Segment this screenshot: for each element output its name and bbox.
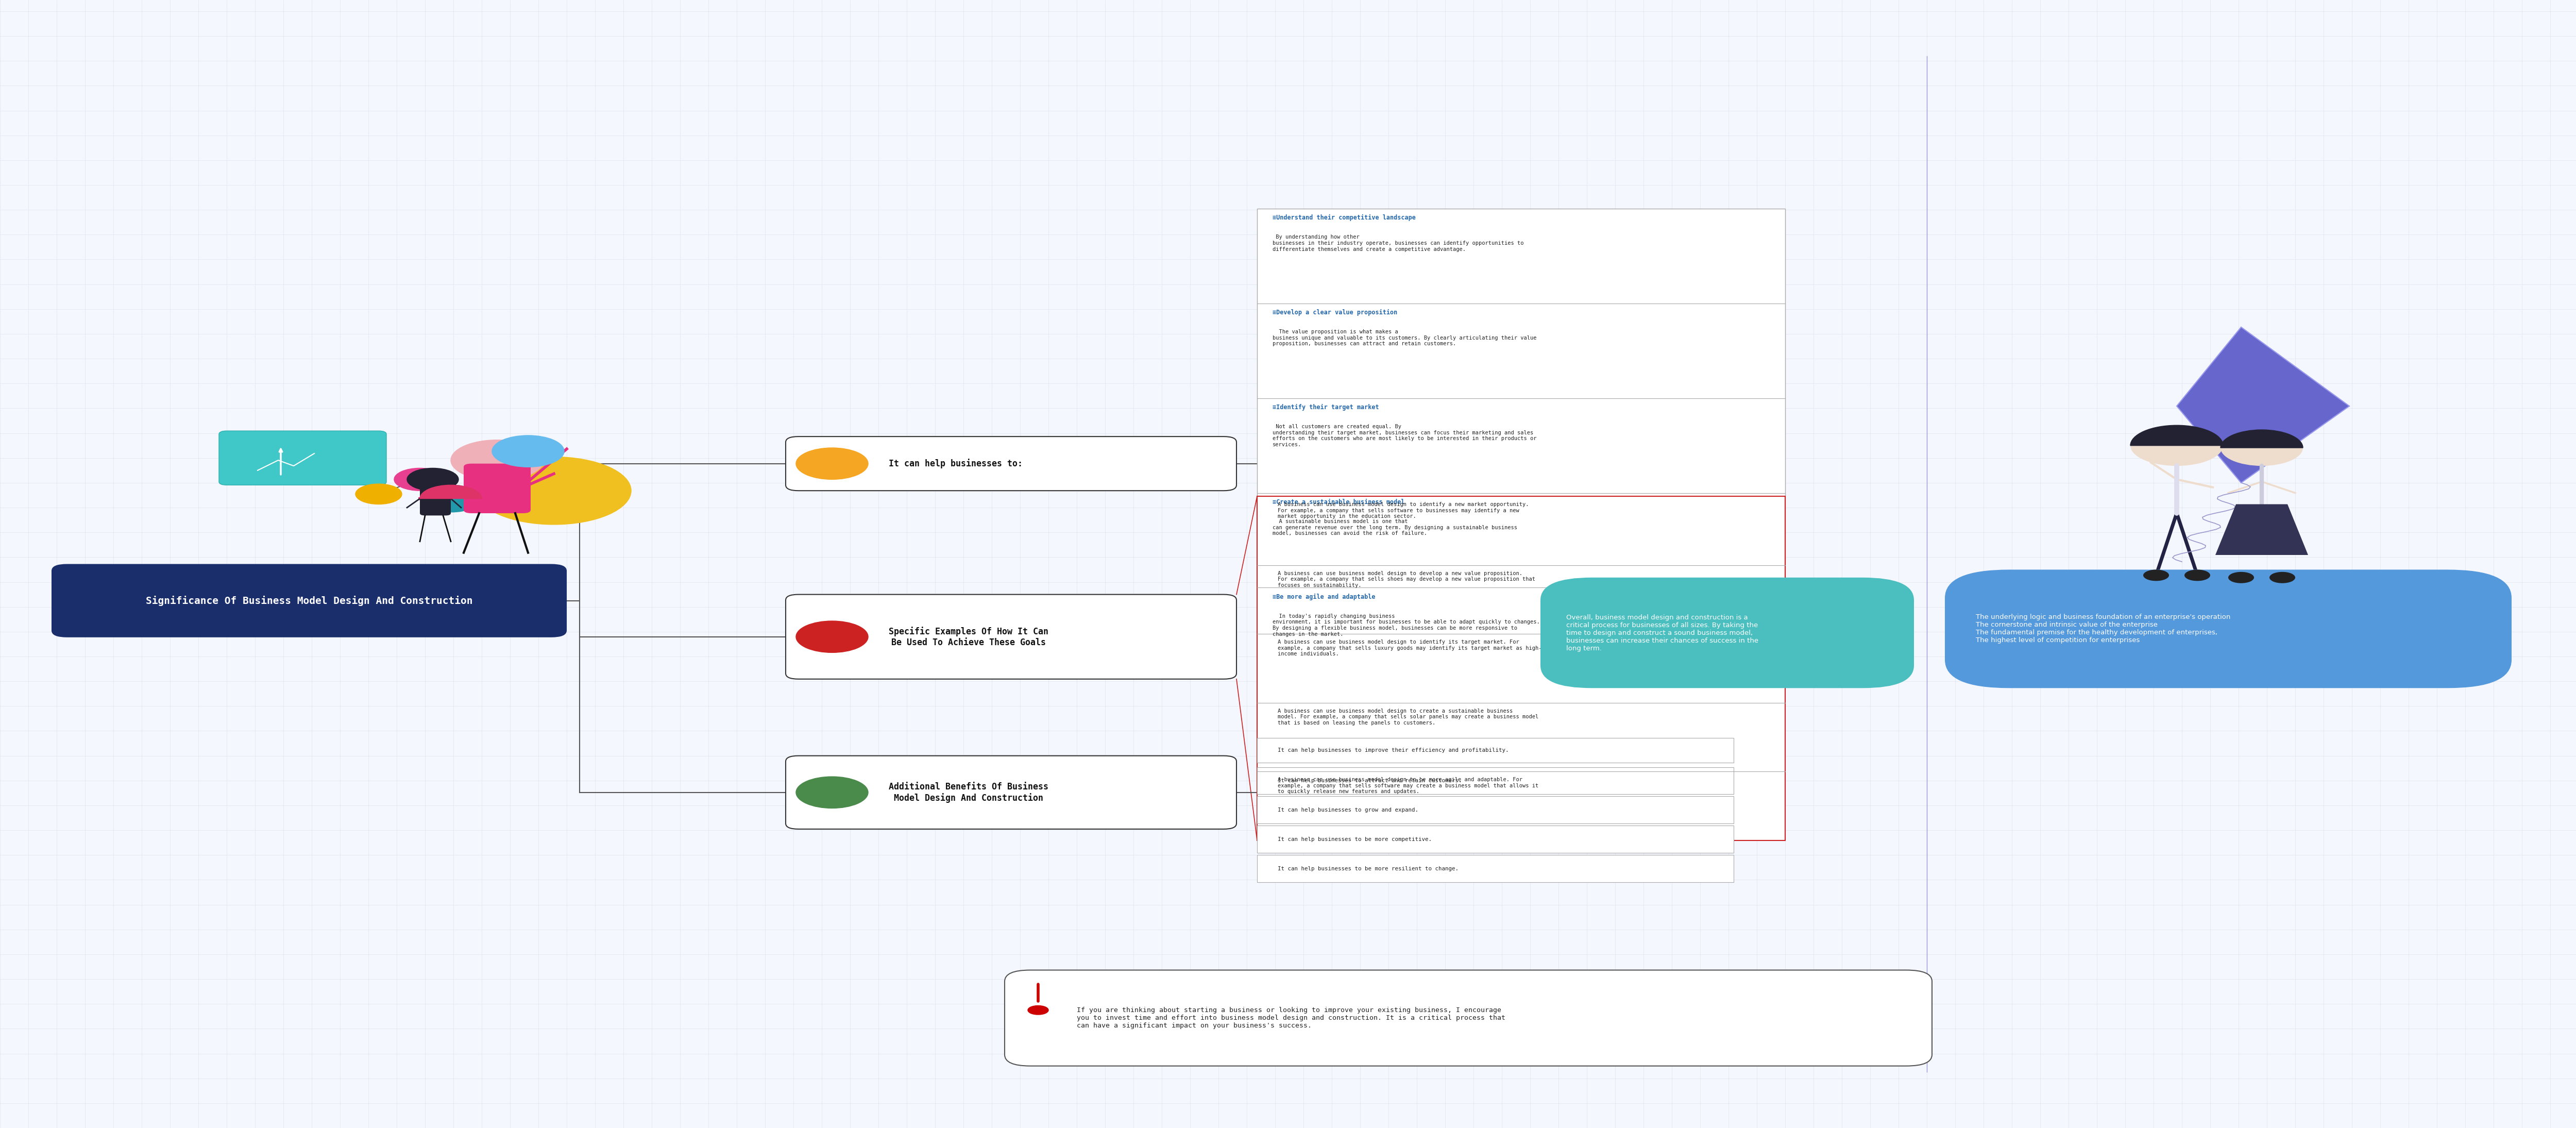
FancyBboxPatch shape — [52, 564, 567, 637]
FancyBboxPatch shape — [1257, 496, 1785, 840]
Text: ≡Create a sustainable business model: ≡Create a sustainable business model — [1273, 499, 1404, 505]
Circle shape — [2184, 570, 2210, 581]
Text: Significance Of Business Model Design And Construction: Significance Of Business Model Design An… — [147, 596, 471, 606]
Text: A business can use business model design to identify a new market opportunity.
F: A business can use business model design… — [1278, 502, 1530, 519]
Circle shape — [355, 484, 402, 504]
Circle shape — [796, 620, 868, 652]
FancyBboxPatch shape — [1257, 767, 1734, 794]
Text: Overall, business model design and construction is a
critical process for busine: Overall, business model design and const… — [1566, 614, 1759, 652]
FancyBboxPatch shape — [1945, 570, 2512, 688]
Wedge shape — [2221, 430, 2303, 448]
Circle shape — [492, 435, 564, 467]
Polygon shape — [2215, 504, 2308, 555]
Circle shape — [420, 485, 482, 512]
Circle shape — [451, 440, 544, 481]
FancyBboxPatch shape — [1257, 738, 1734, 763]
Text: The value proposition is what makes a
business unique and valuable to its custom: The value proposition is what makes a bu… — [1273, 329, 1535, 346]
Circle shape — [1028, 1006, 1048, 1015]
Text: The underlying logic and business foundation of an enterprise's operation
The co: The underlying logic and business founda… — [1976, 614, 2231, 644]
Text: It can help businesses to grow and expand.: It can help businesses to grow and expan… — [1278, 808, 1419, 812]
Text: It can help businesses to be more competitive.: It can help businesses to be more compet… — [1278, 837, 1432, 841]
Circle shape — [394, 468, 446, 491]
Text: By understanding how other
businesses in their industry operate, businesses can : By understanding how other businesses in… — [1273, 235, 1525, 252]
FancyBboxPatch shape — [1540, 578, 1914, 688]
Wedge shape — [2130, 425, 2223, 446]
Text: ≡Identify their target market: ≡Identify their target market — [1273, 404, 1378, 411]
FancyBboxPatch shape — [1257, 826, 1734, 853]
FancyBboxPatch shape — [219, 431, 386, 485]
Circle shape — [2143, 570, 2169, 581]
FancyBboxPatch shape — [1257, 209, 1785, 682]
Text: It can help businesses to:: It can help businesses to: — [889, 459, 1023, 468]
Circle shape — [2269, 572, 2295, 583]
Circle shape — [477, 457, 631, 525]
Text: It can help businesses to be more resilient to change.: It can help businesses to be more resili… — [1278, 866, 1458, 871]
Wedge shape — [420, 485, 482, 499]
Text: It can help businesses to improve their efficiency and profitability.: It can help businesses to improve their … — [1278, 748, 1510, 752]
Polygon shape — [2177, 327, 2349, 483]
Text: In today's rapidly changing business
environment, it is important for businesses: In today's rapidly changing business env… — [1273, 614, 1540, 636]
Text: It can help businesses to attract and retain customers.: It can help businesses to attract and re… — [1278, 778, 1463, 783]
FancyBboxPatch shape — [420, 482, 451, 515]
Text: A business can use business model design to be more agile and adaptable. For
exa: A business can use business model design… — [1278, 777, 1538, 794]
FancyBboxPatch shape — [786, 756, 1236, 829]
Text: Additional Benefits Of Business
Model Design And Construction: Additional Benefits Of Business Model De… — [889, 782, 1048, 803]
Text: Specific Examples Of How It Can
Be Used To Achieve These Goals: Specific Examples Of How It Can Be Used … — [889, 626, 1048, 647]
Text: Not all customers are created equal. By
understanding their target market, busin: Not all customers are created equal. By … — [1273, 424, 1535, 447]
FancyBboxPatch shape — [1005, 970, 1932, 1066]
Text: ≡Be more agile and adaptable: ≡Be more agile and adaptable — [1273, 593, 1376, 600]
Circle shape — [2130, 425, 2223, 466]
Circle shape — [407, 468, 459, 491]
Text: A business can use business model design to develop a new value proposition.
For: A business can use business model design… — [1278, 571, 1535, 588]
FancyBboxPatch shape — [1257, 855, 1734, 882]
FancyBboxPatch shape — [786, 594, 1236, 679]
Text: ≡Understand their competitive landscape: ≡Understand their competitive landscape — [1273, 214, 1417, 221]
Text: A sustainable business model is one that
can generate revenue over the long term: A sustainable business model is one that… — [1273, 519, 1517, 536]
Circle shape — [2221, 430, 2303, 466]
FancyBboxPatch shape — [1257, 796, 1734, 823]
Text: If you are thinking about starting a business or looking to improve your existin: If you are thinking about starting a bus… — [1077, 1007, 1504, 1029]
Text: A business can use business model design to identify its target market. For
exam: A business can use business model design… — [1278, 640, 1540, 656]
Circle shape — [2228, 572, 2254, 583]
Circle shape — [796, 777, 868, 808]
Text: A business can use business model design to create a sustainable business
model.: A business can use business model design… — [1278, 708, 1538, 725]
Circle shape — [796, 448, 868, 479]
Text: ≡Develop a clear value proposition: ≡Develop a clear value proposition — [1273, 309, 1396, 316]
FancyBboxPatch shape — [786, 437, 1236, 491]
FancyBboxPatch shape — [464, 464, 531, 513]
